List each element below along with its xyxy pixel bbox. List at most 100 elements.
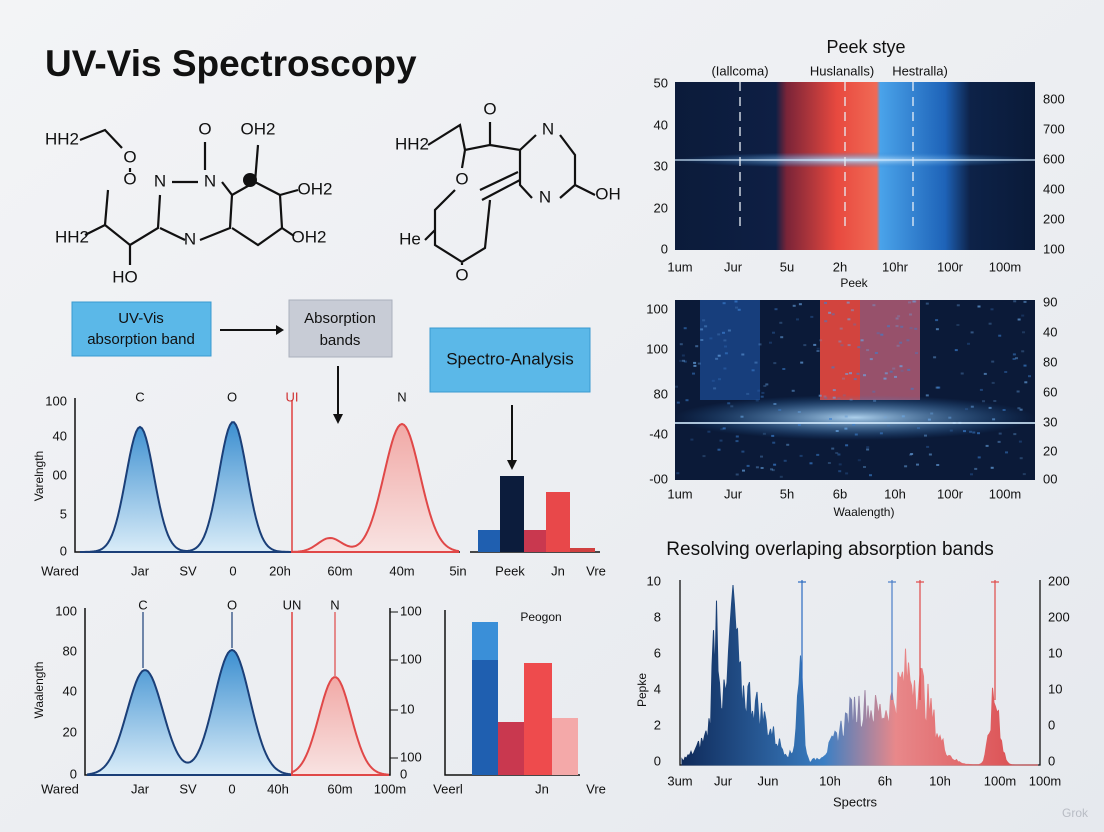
tick-label: Jn — [551, 563, 565, 578]
noise — [798, 303, 802, 306]
noise — [779, 475, 783, 478]
tick-label: 4 — [654, 681, 661, 696]
noise — [735, 473, 739, 476]
box-label: UV-Vis — [118, 310, 164, 327]
noise — [842, 377, 845, 380]
noise — [693, 361, 697, 364]
noise — [887, 424, 890, 427]
bar — [478, 530, 500, 552]
bar — [500, 476, 524, 552]
box — [429, 327, 591, 393]
noise — [779, 321, 783, 324]
peak-curve — [291, 676, 389, 776]
noise — [911, 300, 915, 303]
atom-label: OH2 — [298, 179, 333, 198]
tick-label: 100 — [55, 603, 77, 618]
noise — [818, 394, 822, 397]
tick-label: 100 — [400, 749, 422, 764]
bar — [472, 622, 498, 660]
tick-label: 20 — [63, 724, 77, 739]
tick-label: Jur — [724, 259, 743, 274]
tick-label: Peek — [495, 563, 525, 578]
tick-label: 40 — [1043, 324, 1057, 339]
tick-label: 00 — [1043, 471, 1057, 486]
tick-label: 40m — [389, 563, 414, 578]
peak-label: O — [227, 597, 237, 612]
noise — [1028, 375, 1031, 378]
tick-label: 10 — [400, 701, 414, 716]
noise — [681, 354, 685, 357]
noise — [887, 325, 890, 328]
noise — [838, 470, 842, 473]
tick-label: 100m — [374, 781, 407, 796]
noise — [755, 466, 759, 469]
noise — [884, 372, 888, 375]
tick-label: 100 — [400, 603, 422, 618]
atom-label: HH2 — [45, 129, 79, 148]
tick-label: 100 — [1043, 241, 1065, 256]
atom-label: N — [204, 171, 216, 190]
noise — [917, 427, 920, 430]
noise — [896, 344, 900, 347]
tick-label: 10 — [1048, 645, 1062, 660]
tick-label: 30 — [654, 158, 668, 173]
noise — [985, 444, 989, 447]
noise — [797, 423, 801, 426]
noise — [770, 468, 773, 471]
tick-label: 6 — [654, 645, 661, 660]
tick-label: 400 — [1043, 181, 1065, 196]
noise — [908, 301, 911, 304]
noise — [760, 455, 763, 458]
tick-label: 40h — [267, 781, 289, 796]
atom-label: He — [399, 229, 421, 248]
atom-label: O — [123, 169, 136, 188]
noise — [860, 339, 864, 342]
noise — [718, 378, 721, 381]
noise — [735, 440, 739, 443]
box-label: bands — [320, 332, 361, 349]
noise — [780, 336, 784, 339]
noise — [914, 327, 918, 330]
noise — [829, 418, 832, 420]
heatmap-2 — [675, 300, 1035, 480]
noise — [928, 453, 932, 456]
tick-label: 5 — [60, 506, 67, 521]
tick-label: 20h — [269, 563, 291, 578]
noise — [977, 432, 980, 435]
watermark: Grok — [1062, 806, 1089, 820]
noise — [910, 387, 914, 390]
noise — [838, 463, 842, 466]
noise — [853, 323, 857, 326]
noise — [690, 438, 694, 441]
peak-curve — [291, 422, 459, 553]
noise — [746, 464, 750, 467]
noise — [724, 345, 727, 348]
noise — [897, 315, 901, 318]
noise — [916, 463, 919, 466]
tick-label: 80 — [63, 643, 77, 658]
noise — [813, 343, 817, 346]
noise — [786, 443, 790, 446]
noise — [904, 465, 908, 468]
tick-label: 10hr — [882, 259, 909, 274]
noise — [977, 305, 981, 308]
tick-label: Jur — [724, 486, 743, 501]
column-label: (Iallcoma) — [711, 63, 768, 78]
noise — [827, 462, 831, 464]
tick-label: 50 — [654, 75, 668, 90]
noise — [963, 430, 966, 433]
tick-label: 800 — [1043, 91, 1065, 106]
noise — [1013, 433, 1017, 436]
noise — [782, 368, 786, 370]
noise — [760, 395, 764, 398]
noise — [735, 306, 738, 309]
noise — [682, 359, 685, 362]
noise — [954, 349, 958, 352]
noise — [679, 359, 683, 362]
peak-curve — [87, 648, 293, 776]
box-label: absorption band — [87, 331, 195, 348]
noise — [754, 361, 758, 364]
noise — [901, 415, 905, 418]
noise — [761, 391, 765, 394]
noise — [717, 448, 721, 451]
